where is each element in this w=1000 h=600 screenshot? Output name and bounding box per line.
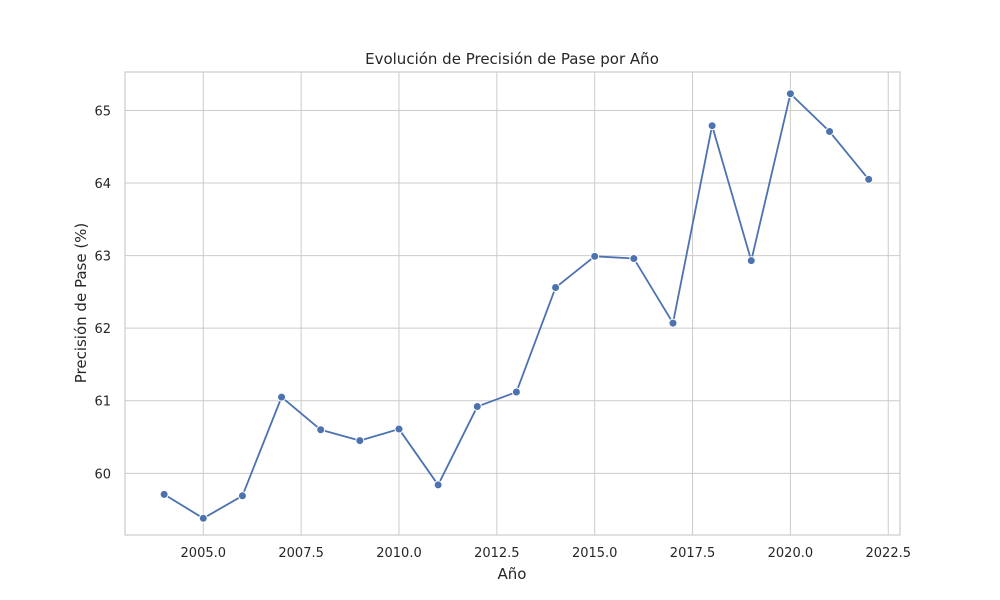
series-layer (159, 89, 874, 523)
y-tick-label: 61 (94, 395, 111, 410)
x-tick-label: 2020.0 (768, 546, 814, 561)
chart-title: Evolución de Precisión de Pase por Año (365, 50, 659, 68)
data-point (277, 392, 287, 402)
data-point (629, 254, 639, 264)
x-tick-label: 2010.0 (376, 546, 422, 561)
y-axis-label: Precisión de Pase (%) (72, 223, 90, 384)
data-point (472, 402, 482, 412)
x-tick-label: 2012.5 (474, 546, 520, 561)
y-tick-label: 65 (94, 104, 111, 119)
data-point (355, 436, 365, 446)
y-axis-ticks: 60 61 62 63 64 65 (94, 104, 111, 482)
data-point (551, 283, 561, 293)
data-point (707, 121, 717, 131)
series-line (163, 92, 870, 520)
data-point (825, 127, 835, 137)
y-tick-label: 64 (94, 177, 111, 192)
x-tick-label: 2022.5 (866, 546, 912, 561)
data-point (511, 387, 521, 397)
x-axis-ticks: 2005.0 2007.5 2010.0 2012.5 2015.0 2017.5 2020… (181, 546, 911, 561)
data-point (864, 174, 874, 184)
data-point (159, 489, 169, 499)
data-point (433, 480, 443, 490)
y-tick-label: 62 (94, 322, 111, 337)
plot-area-frame (124, 71, 901, 536)
grid (125, 72, 900, 535)
data-point (394, 424, 404, 434)
data-point (590, 251, 600, 261)
data-point (785, 89, 795, 99)
data-point (237, 491, 247, 501)
x-axis-label: Año (498, 565, 527, 583)
data-point (746, 256, 756, 266)
x-tick-label: 2007.5 (278, 546, 324, 561)
data-point (198, 513, 208, 523)
data-point (316, 425, 326, 435)
x-tick-label: 2005.0 (181, 546, 227, 561)
y-tick-label: 63 (94, 250, 111, 265)
x-tick-label: 2017.5 (670, 546, 716, 561)
x-tick-label: 2015.0 (572, 546, 618, 561)
y-tick-label: 60 (94, 467, 111, 482)
data-point (668, 318, 678, 328)
